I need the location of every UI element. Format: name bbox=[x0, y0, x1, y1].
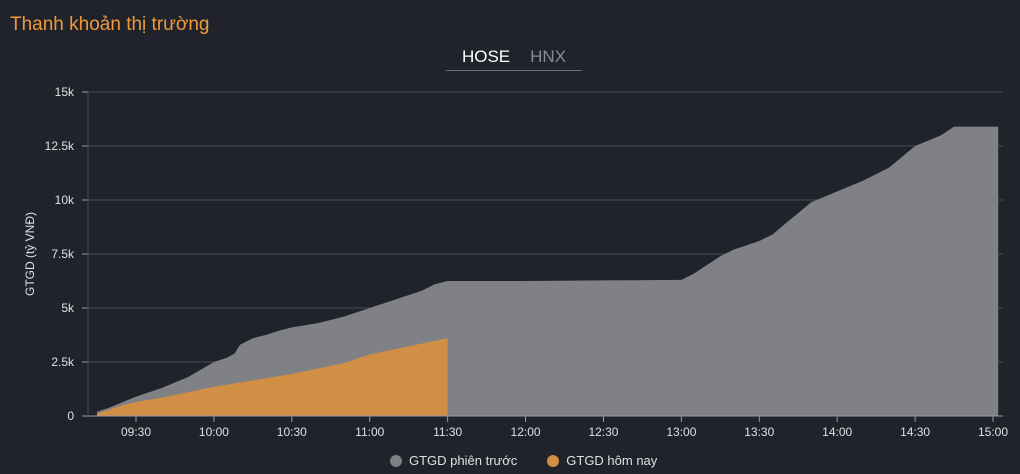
x-tick-label: 13:30 bbox=[744, 425, 774, 439]
chart-legend: GTGD phiên trước GTGD hôm nay bbox=[390, 453, 657, 468]
y-tick-label: 0 bbox=[67, 409, 74, 423]
x-tick-label: 14:30 bbox=[900, 425, 930, 439]
legend-item-previous[interactable]: GTGD phiên trước bbox=[390, 453, 517, 468]
x-tick-label: 15:00 bbox=[978, 425, 1008, 439]
x-tick-label: 12:30 bbox=[588, 425, 618, 439]
page-title: Thanh khoản thị trường bbox=[10, 14, 210, 35]
x-tick-label: 12:00 bbox=[511, 425, 541, 439]
x-tick-label: 09:30 bbox=[121, 425, 151, 439]
tab-hose[interactable]: HOSE bbox=[461, 47, 511, 66]
y-tick-label: 12.5k bbox=[45, 139, 75, 153]
legend-label-previous: GTGD phiên trước bbox=[409, 453, 518, 468]
y-tick-label: 7.5k bbox=[51, 247, 75, 261]
series-area-today bbox=[97, 338, 448, 416]
legend-dot-today bbox=[547, 454, 560, 467]
legend-item-today[interactable]: GTGD hôm nay bbox=[547, 453, 657, 468]
exchange-tabs: HOSE HNX bbox=[446, 46, 582, 71]
x-tick-label: 10:30 bbox=[277, 425, 307, 439]
x-tick-label: 10:00 bbox=[199, 425, 229, 439]
y-tick-label: 2.5k bbox=[51, 355, 75, 369]
tab-hnx[interactable]: HNX bbox=[530, 47, 567, 66]
series-area-previous bbox=[97, 126, 999, 416]
x-tick-label: 11:00 bbox=[355, 425, 384, 439]
legend-dot-previous bbox=[390, 454, 402, 467]
legend-label-today: GTGD hôm nay bbox=[566, 453, 658, 468]
x-tick-label: 14:00 bbox=[822, 425, 852, 439]
x-tick-label: 11:30 bbox=[433, 425, 462, 439]
y-tick-label: 10k bbox=[55, 193, 75, 207]
x-tick-label: 13:00 bbox=[666, 425, 696, 439]
y-tick-label: 15k bbox=[55, 85, 75, 99]
y-tick-label: 5k bbox=[61, 301, 75, 315]
y-axis-label: GTGD (tỷ VNĐ) bbox=[23, 212, 37, 296]
